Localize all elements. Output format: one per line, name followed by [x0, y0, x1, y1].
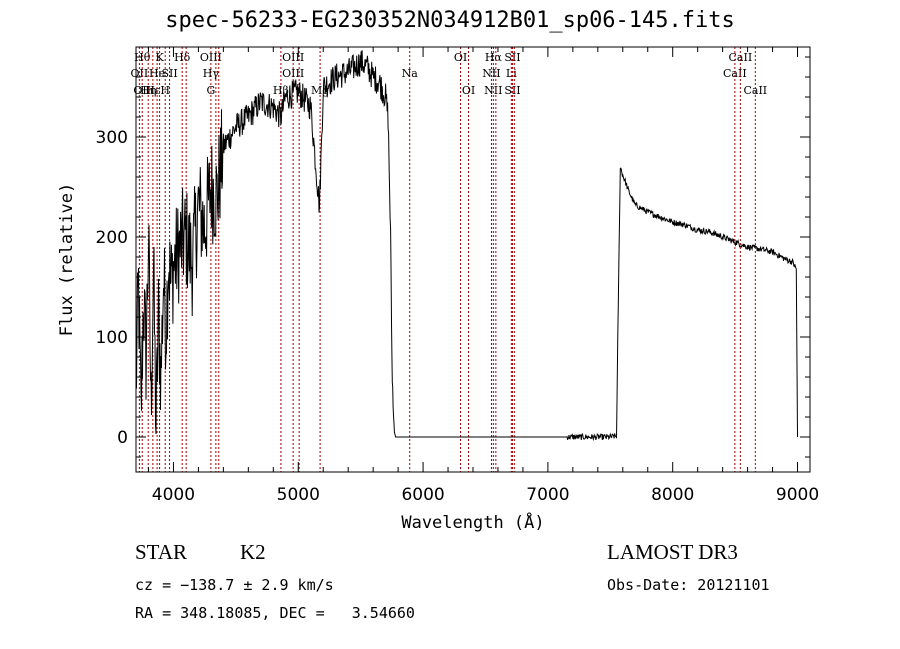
feature-label: He — [149, 67, 165, 80]
plot-frame — [135, 46, 811, 473]
feature-label: Hη — [140, 84, 156, 97]
feature-label: OIII — [200, 51, 222, 64]
feature-label: OIII — [282, 51, 304, 64]
feature-label: CaII — [729, 51, 753, 64]
x-tick-label: 4000 — [152, 485, 195, 505]
feature-label: CaII — [743, 84, 767, 97]
feature-label: SII — [504, 84, 520, 97]
survey-label: LAMOST DR3 — [607, 540, 738, 564]
feature-label: Hβ — [273, 84, 289, 97]
x-tick-label: 6000 — [401, 485, 444, 505]
feature-label: Li — [506, 67, 517, 80]
spectrum-series — [135, 50, 798, 442]
feature-label: H — [160, 84, 170, 97]
redshift-text: cz = −138.7 ± 2.9 km/s — [135, 576, 334, 594]
subclass-label: K2 — [240, 540, 266, 564]
x-tick-label: 5000 — [277, 485, 320, 505]
feature-label: OII — [133, 84, 151, 97]
feature-label: K — [155, 51, 164, 64]
y-axis-label: Flux (relative) — [57, 183, 77, 337]
feature-label: OI — [462, 84, 475, 97]
axes: 4000 5000 6000 7000 8000 9000 0 100 200 300 — [96, 47, 819, 505]
feature-label: SII — [504, 51, 520, 64]
feature-label: Hα — [485, 51, 503, 64]
spectrum-line — [135, 50, 798, 442]
feature-label: G — [206, 84, 215, 97]
y-tick-label: 300 — [96, 128, 128, 148]
feature-label: Hδ — [174, 51, 191, 64]
chart-title: spec-56233-EG230352N034912B01_sp06-145.f… — [165, 8, 735, 33]
y-tick-label: 0 — [117, 428, 128, 448]
feature-label: OII — [131, 67, 149, 80]
x-tick-label: 8000 — [651, 485, 694, 505]
class-label: STAR — [135, 540, 187, 564]
x-tick-label: 9000 — [776, 485, 819, 505]
x-tick-label: 7000 — [526, 485, 569, 505]
feature-label: NII — [482, 67, 500, 80]
feature-label: NII — [484, 84, 502, 97]
y-tick-label: 100 — [96, 328, 128, 348]
feature-label: OI — [454, 51, 467, 64]
feature-label: Hε — [145, 84, 161, 97]
feature-label: OIII — [282, 67, 304, 80]
feature-label: Hγ — [203, 67, 220, 80]
feature-label: SII — [161, 67, 177, 80]
feature-label: Na — [402, 67, 419, 80]
y-tick-label: 200 — [96, 228, 128, 248]
x-axis-label: Wavelength (Å) — [401, 511, 544, 533]
radec-text: RA = 348.18085, DEC = 3.54660 — [135, 604, 415, 622]
obs-date-text: Obs-Date: 20121101 — [607, 576, 770, 594]
feature-label: CaII — [723, 67, 747, 80]
feature-label: Hθ — [134, 51, 151, 64]
